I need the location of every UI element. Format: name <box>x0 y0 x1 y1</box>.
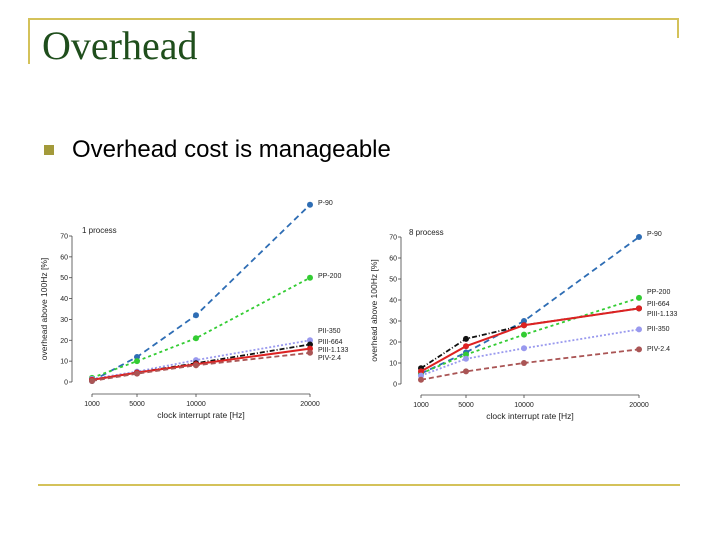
x-tick-label: 10000 <box>514 402 534 409</box>
slide-title: Overhead <box>42 23 198 68</box>
y-tick-label: 10 <box>60 359 68 366</box>
x-tick-label: 1000 <box>84 401 100 408</box>
series-label: P-90 <box>647 231 662 238</box>
series-label: PIII-1.133 <box>318 347 348 354</box>
y-tick-label: 0 <box>393 382 397 389</box>
y-tick-label: 50 <box>60 275 68 282</box>
panel-title: 8 process <box>409 228 444 237</box>
y-axis-label: overhead above 100Hz [%] <box>369 259 379 362</box>
series-label: P-90 <box>318 200 333 207</box>
data-point <box>418 376 424 383</box>
series-line-piii-1-133 <box>91 347 311 381</box>
data-point <box>134 358 140 365</box>
data-point <box>418 368 424 375</box>
data-point <box>193 362 199 369</box>
data-point <box>636 305 642 312</box>
data-point <box>307 274 313 281</box>
series-line-piii-1-133 <box>420 307 640 373</box>
y-tick-label: 70 <box>60 234 68 241</box>
x-tick-label: 5000 <box>129 401 145 408</box>
series-label: PP-200 <box>318 273 341 280</box>
data-point <box>193 312 199 319</box>
decor-rule-right <box>677 18 679 38</box>
x-tick-label: 20000 <box>300 401 320 408</box>
y-tick-label: 50 <box>389 277 397 284</box>
data-point <box>636 346 642 353</box>
series-line-pii-350 <box>91 339 311 380</box>
series-line-pp-200 <box>420 297 640 375</box>
series-line-piv-2-4 <box>420 348 640 381</box>
series-label: PII-350 <box>318 328 341 335</box>
data-point <box>521 360 527 366</box>
data-point <box>521 345 527 352</box>
y-tick-label: 40 <box>60 296 68 303</box>
bullet-square-icon <box>44 145 54 155</box>
bullet-item: Overhead cost is manageable <box>44 136 391 164</box>
y-tick-label: 0 <box>64 380 68 387</box>
data-point <box>307 345 313 352</box>
data-point <box>636 326 642 333</box>
panel-title: 1 process <box>82 226 117 235</box>
y-tick-label: 70 <box>389 235 397 242</box>
data-point <box>307 337 313 344</box>
series-label: PIII-1.133 <box>647 311 677 318</box>
x-tick-label: 10000 <box>186 401 206 408</box>
y-tick-label: 20 <box>60 338 68 345</box>
y-tick-label: 30 <box>389 319 397 326</box>
series-label: PP-200 <box>647 289 670 296</box>
data-point <box>463 368 469 375</box>
decor-rule-top <box>28 18 678 20</box>
data-point <box>463 355 469 362</box>
data-point <box>89 377 95 384</box>
data-point <box>463 351 469 358</box>
data-point <box>636 234 642 240</box>
series-line-pp-200 <box>91 276 311 379</box>
series-label: PIV-2.4 <box>647 346 670 353</box>
data-point <box>636 294 642 301</box>
y-tick-label: 40 <box>389 298 397 305</box>
data-point <box>307 341 313 348</box>
series-line-p-90 <box>91 204 311 382</box>
series-label: PIII-664 <box>318 339 343 346</box>
y-axis-label: overhead above 100Hz [%] <box>39 258 49 361</box>
series-label: PII-350 <box>647 326 670 333</box>
series-line-piv-2-4 <box>91 351 311 382</box>
y-tick-label: 10 <box>389 361 397 368</box>
bullet-text: Overhead cost is manageable <box>72 136 391 163</box>
data-point <box>307 201 313 208</box>
y-tick-label: 20 <box>389 340 397 347</box>
data-point <box>521 331 527 338</box>
series-line-pii-350 <box>420 328 640 377</box>
y-tick-label: 30 <box>60 317 68 324</box>
data-point <box>193 335 199 342</box>
x-tick-label: 20000 <box>629 402 649 409</box>
x-tick-label: 1000 <box>413 402 429 409</box>
data-point <box>463 343 469 350</box>
data-point <box>418 372 424 379</box>
y-tick-label: 60 <box>60 254 68 261</box>
data-point <box>134 353 140 360</box>
data-point <box>521 322 527 329</box>
data-point <box>463 335 469 342</box>
series-label: PII-664 <box>647 301 670 308</box>
x-axis-label: clock interrupt rate [Hz] <box>157 410 244 420</box>
decor-rule-left <box>28 18 30 64</box>
data-point <box>521 318 527 324</box>
y-tick-label: 60 <box>389 256 397 263</box>
x-tick-label: 5000 <box>458 402 474 409</box>
decor-rule-bottom <box>38 484 680 486</box>
series-label: PIV-2.4 <box>318 355 341 362</box>
data-point <box>307 349 313 356</box>
x-axis-label: clock interrupt rate [Hz] <box>486 411 573 421</box>
data-point <box>134 370 140 377</box>
